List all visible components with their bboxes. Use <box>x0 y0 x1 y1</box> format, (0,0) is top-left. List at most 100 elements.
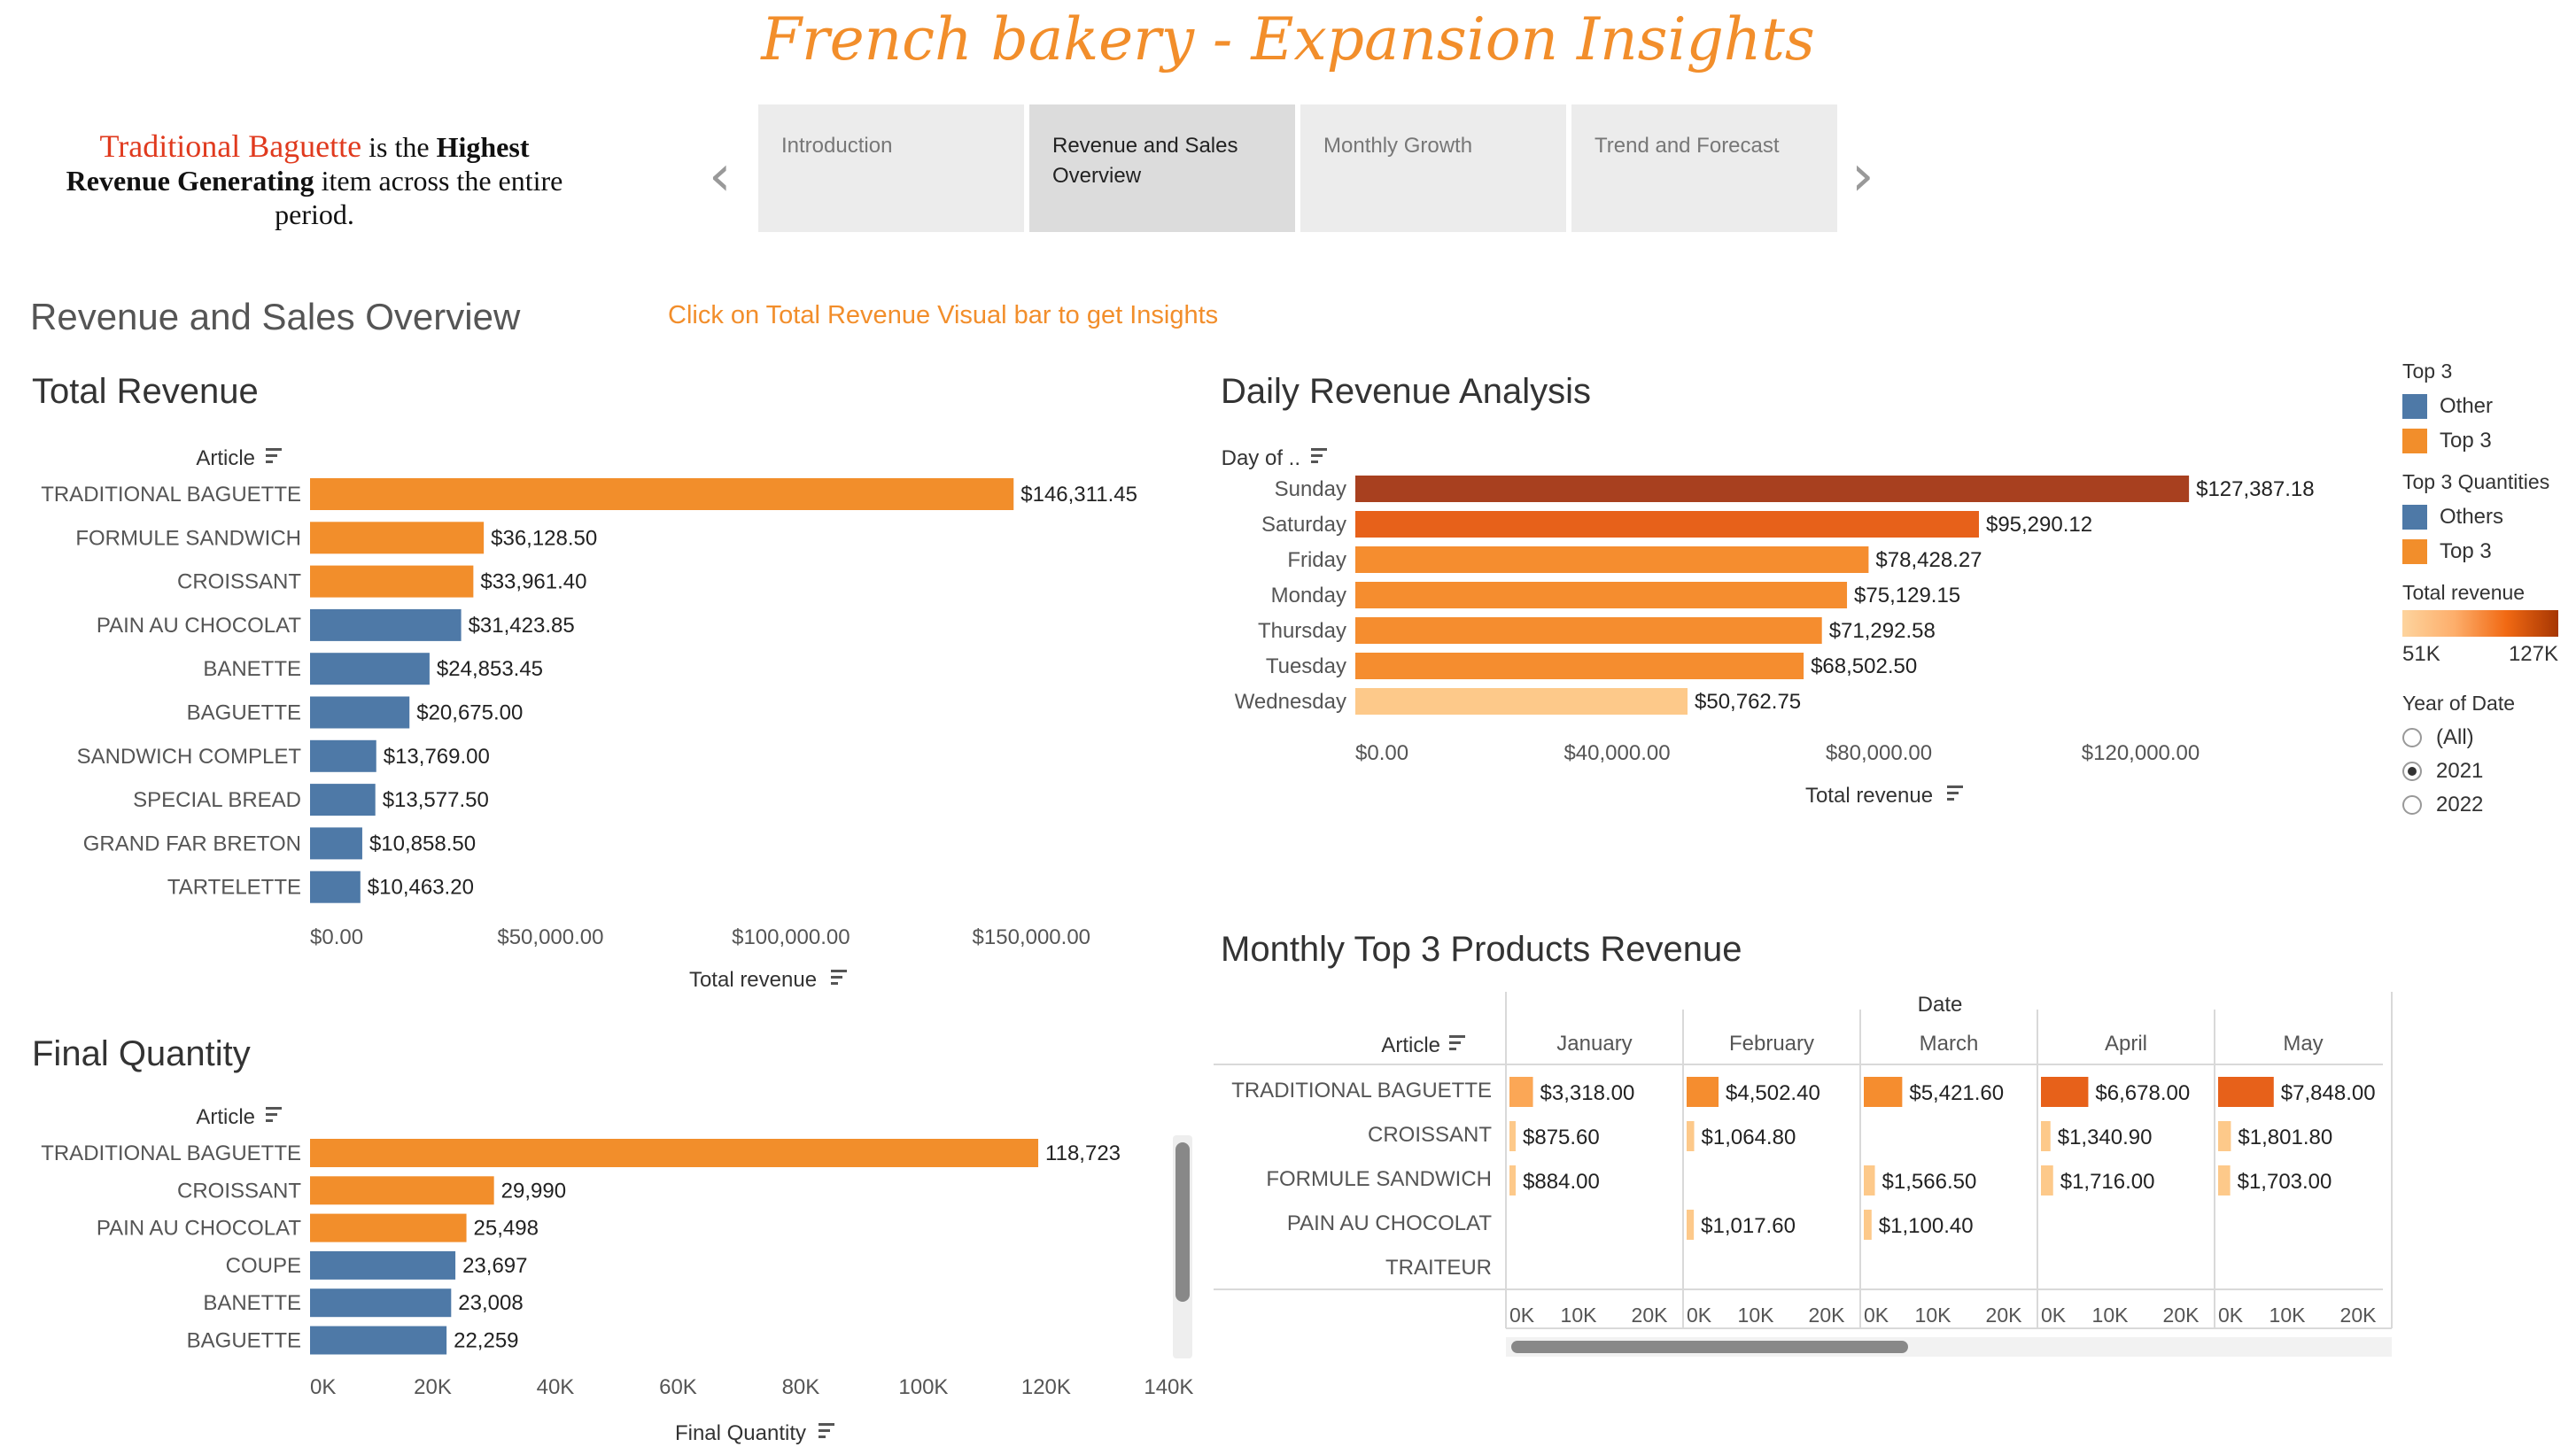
axis-tick-label: 10K <box>2092 1304 2130 1327</box>
axis-tick-label: 140K <box>1144 1375 1193 1399</box>
data-label: $127,387.18 <box>2196 477 2314 501</box>
row-sort-icon[interactable] <box>1449 1035 1465 1050</box>
cell-bar[interactable] <box>1864 1077 1903 1107</box>
daily-revenue-chart[interactable]: Day of .. Sunday $127,387.18 Saturday $95,29… <box>1205 425 2392 832</box>
data-label: $36,128.50 <box>491 526 597 550</box>
cell-bar[interactable] <box>2218 1165 2231 1196</box>
bar[interactable] <box>1355 511 1979 538</box>
cell-bar[interactable] <box>1687 1210 1695 1240</box>
cell-bar[interactable] <box>1864 1165 1875 1196</box>
bar[interactable] <box>310 1250 456 1280</box>
cell-bar[interactable] <box>1509 1121 1517 1151</box>
cell-bar[interactable] <box>1509 1077 1533 1107</box>
axis-sort-icon[interactable] <box>831 970 847 985</box>
axis-tick-label: $0.00 <box>310 925 363 949</box>
quantity-scrollbar-thumb[interactable] <box>1175 1142 1190 1302</box>
axis-title: Final Quantity <box>675 1421 806 1445</box>
axis-tick-label: 60K <box>659 1375 697 1399</box>
daily-revenue-title: Daily Revenue Analysis <box>1221 372 1591 411</box>
bar[interactable] <box>310 1326 447 1355</box>
cell-bar[interactable] <box>2041 1077 2089 1107</box>
axis-tick-label: $50,000.00 <box>497 925 603 949</box>
legend-item-others[interactable]: Others <box>2402 499 2571 534</box>
axis-tick-label: 0K <box>2041 1304 2067 1327</box>
data-label: 22,259 <box>454 1329 518 1353</box>
axis-tick-label: 0K <box>2218 1304 2244 1327</box>
quantity-scrollbar-track[interactable] <box>1173 1135 1192 1358</box>
cell-label: $7,848.00 <box>2281 1081 2376 1105</box>
axis-tick-label: 10K <box>1738 1304 1775 1327</box>
story-tab-introduction[interactable]: Introduction <box>758 104 1024 232</box>
bar[interactable] <box>1355 617 1822 644</box>
story-prev-arrow-icon[interactable]: ‹ <box>709 143 732 209</box>
category-label: FORMULE SANDWICH <box>75 526 301 550</box>
story-tab-trend-forecast[interactable]: Trend and Forecast <box>1571 104 1837 232</box>
legend-item-top3-qty[interactable]: Top 3 <box>2402 534 2571 569</box>
category-sort-icon[interactable] <box>266 1107 282 1122</box>
bar[interactable] <box>310 608 462 641</box>
axis-sort-icon[interactable] <box>819 1423 834 1438</box>
story-next-arrow-icon[interactable]: › <box>1851 143 1874 209</box>
bar[interactable] <box>1355 476 2190 502</box>
bar[interactable] <box>310 478 1014 510</box>
data-label: $33,961.40 <box>480 570 586 594</box>
year-option-all[interactable]: (All) <box>2402 721 2571 754</box>
story-tab-monthly-growth[interactable]: Monthly Growth <box>1300 104 1566 232</box>
bar[interactable] <box>310 739 376 772</box>
cell-bar[interactable] <box>1687 1077 1719 1107</box>
cell-bar[interactable] <box>1687 1121 1695 1151</box>
bar[interactable] <box>310 1213 467 1242</box>
table-scrollbar-thumb[interactable] <box>1511 1341 1908 1353</box>
cell-bar[interactable] <box>2041 1165 2053 1196</box>
bar[interactable] <box>310 1288 452 1318</box>
bar[interactable] <box>310 784 376 816</box>
axis-tick-label: 0K <box>1509 1304 1535 1327</box>
cell-label: $1,340.90 <box>2058 1126 2153 1149</box>
row-label: TRADITIONAL BAGUETTE <box>1231 1079 1492 1103</box>
category-label: PAIN AU CHOCOLAT <box>97 1217 301 1241</box>
cell-bar[interactable] <box>2218 1077 2274 1107</box>
cell-bar[interactable] <box>2041 1121 2051 1151</box>
legend-rev-title: Total revenue <box>2402 581 2526 604</box>
bar[interactable] <box>310 565 474 598</box>
bar[interactable] <box>310 696 410 729</box>
data-label: $24,853.45 <box>437 657 543 681</box>
bar[interactable] <box>310 1176 494 1205</box>
bar[interactable] <box>1355 653 1804 679</box>
cell-bar[interactable] <box>1509 1165 1517 1196</box>
total-revenue-chart[interactable]: Article TRADITIONAL BAGUETTE $146,311.45 FO… <box>0 425 1169 1010</box>
category-label: CROISSANT <box>177 1179 301 1203</box>
category-label: Monday <box>1271 584 1346 607</box>
legend-item-top3[interactable]: Top 3 <box>2402 423 2571 458</box>
final-quantity-chart[interactable]: Article TRADITIONAL BAGUETTE 118,723 CROISS… <box>0 1095 1205 1447</box>
swatch-icon <box>2402 393 2427 419</box>
bar[interactable] <box>1355 688 1688 715</box>
story-tab-revenue-sales-overview[interactable]: Revenue and Sales Overview <box>1029 104 1295 232</box>
category-label: SPECIAL BREAD <box>133 788 301 812</box>
data-label: $20,675.00 <box>416 701 523 725</box>
monthly-top3-table[interactable]: Date Article January February March April May T… <box>1205 983 2409 1373</box>
cell-bar[interactable] <box>2218 1121 2231 1151</box>
bar[interactable] <box>310 522 485 554</box>
legend-item-other[interactable]: Other <box>2402 389 2571 423</box>
axis-title: Total revenue <box>689 968 817 992</box>
bar[interactable] <box>310 653 430 685</box>
category-sort-icon[interactable] <box>266 448 282 463</box>
category-sort-icon[interactable] <box>1311 448 1327 463</box>
axis-sort-icon[interactable] <box>1947 785 1963 801</box>
bar[interactable] <box>1355 546 1869 573</box>
bar[interactable] <box>310 871 361 903</box>
year-option-2022[interactable]: 2022 <box>2402 788 2571 822</box>
insight-text-1: is the <box>361 131 437 163</box>
cell-label: $1,017.60 <box>1701 1214 1796 1238</box>
bar[interactable] <box>1355 582 1848 608</box>
axis-tick-label: 20K <box>1809 1304 1846 1327</box>
bar[interactable] <box>310 1139 1039 1167</box>
data-label: 23,008 <box>458 1291 523 1315</box>
year-option-2021[interactable]: 2021 <box>2402 754 2571 788</box>
row-label: TRAITEUR <box>1385 1256 1492 1280</box>
insight-hint: Click on Total Revenue Visual bar to get… <box>668 301 1219 329</box>
category-label: TRADITIONAL BAGUETTE <box>41 1141 301 1165</box>
bar[interactable] <box>310 827 362 860</box>
cell-bar[interactable] <box>1864 1210 1872 1240</box>
